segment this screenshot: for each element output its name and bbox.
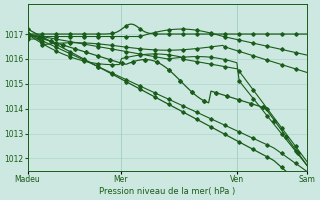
X-axis label: Pression niveau de la mer( hPa ): Pression niveau de la mer( hPa ) bbox=[100, 187, 236, 196]
